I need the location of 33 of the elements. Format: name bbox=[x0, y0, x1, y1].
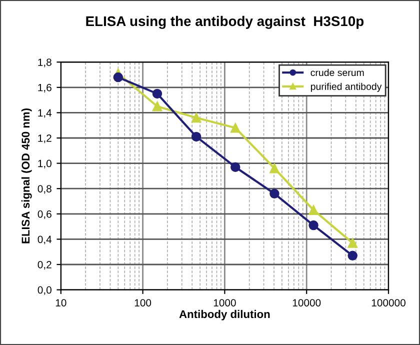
y-tick-label: 1,4 bbox=[38, 109, 52, 118]
point bbox=[348, 238, 358, 248]
y-tick-label: 0,2 bbox=[38, 261, 52, 270]
x-tick-label: 1000 bbox=[214, 299, 236, 306]
x-axis-title: Antibody dilution bbox=[179, 310, 270, 320]
chart-title: ELISA using the antibody against H3S10p bbox=[86, 16, 364, 29]
x-tick-label: 100000 bbox=[372, 299, 406, 306]
x-tick-label: 10000 bbox=[292, 299, 321, 306]
point bbox=[348, 250, 358, 261]
point bbox=[308, 220, 318, 230]
point bbox=[308, 205, 318, 215]
y-tick-label: 0,6 bbox=[38, 210, 52, 220]
y-tick-label: 0,4 bbox=[38, 236, 52, 244]
point bbox=[191, 112, 202, 123]
y-tick-label: 1,8 bbox=[38, 58, 52, 68]
y-tick-label: 1,0 bbox=[38, 160, 52, 168]
legend-label: purified antibody bbox=[310, 82, 382, 92]
x-tick-label: 100 bbox=[134, 299, 152, 306]
point bbox=[152, 102, 162, 112]
y-tick-label: 0,8 bbox=[38, 185, 52, 194]
point bbox=[230, 123, 240, 133]
point bbox=[270, 188, 280, 199]
point bbox=[152, 88, 162, 99]
y-tick-label: 1,6 bbox=[38, 84, 52, 93]
y-axis-title: ELISA signal (OD 450 nm) bbox=[21, 108, 32, 244]
y-tick-label: 1,2 bbox=[38, 134, 52, 144]
legend-label: crude serum bbox=[310, 68, 364, 76]
y-tick-label: 0,0 bbox=[38, 286, 52, 295]
x-tick-label: 10 bbox=[56, 299, 66, 306]
point bbox=[230, 162, 240, 172]
point bbox=[113, 72, 124, 82]
point bbox=[191, 132, 202, 142]
point bbox=[270, 164, 280, 174]
